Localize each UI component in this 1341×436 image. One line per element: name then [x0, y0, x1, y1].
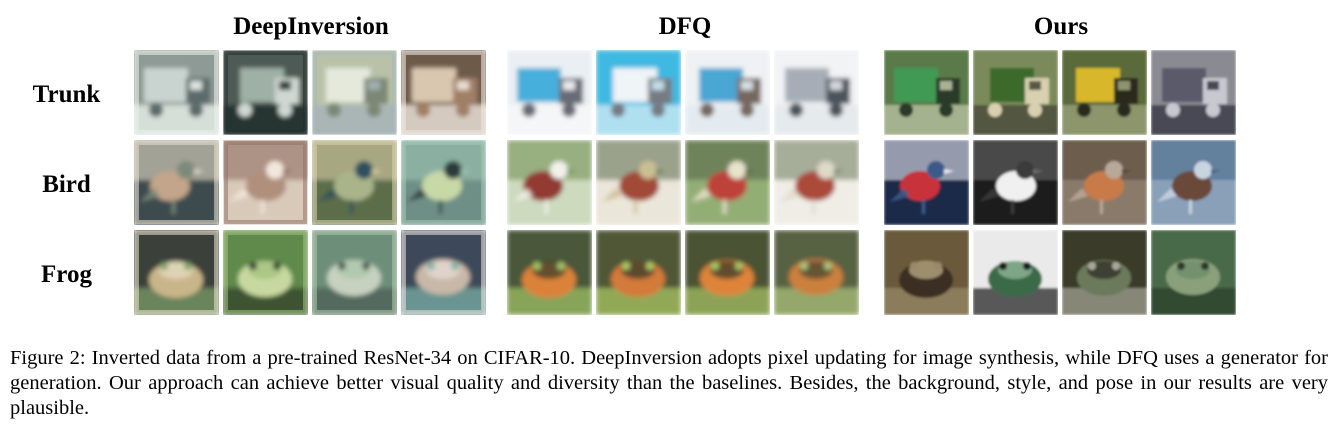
thumbnail-generator-bird-4 — [774, 140, 859, 225]
thumbnail-generator-truck-1 — [507, 50, 592, 135]
thumbnail-image-generator-truck-4 — [774, 50, 859, 135]
thumbnail-image-ours-bird-3 — [1062, 140, 1147, 225]
thumbnail-image-generator-frog-4 — [774, 230, 859, 315]
thumbnail-pixel-bird-1 — [134, 140, 219, 225]
thumbnail-image-generator-frog-3 — [685, 230, 770, 315]
thumbnail-generator-truck-3 — [685, 50, 770, 135]
thumbnail-image-pixel-truck-1 — [134, 50, 219, 135]
thumbnail-ours-truck-2 — [973, 50, 1058, 135]
group-title-ours: Ours — [1033, 13, 1089, 40]
thumbnail-image-generator-truck-2 — [596, 50, 681, 135]
thumbnail-pixel-truck-2 — [223, 50, 308, 135]
thumbnail-image-pixel-bird-1 — [134, 140, 219, 225]
thumbnail-pixel-frog-4 — [401, 230, 486, 315]
thumbnail-generator-bird-2 — [596, 140, 681, 225]
thumbnail-image-generator-bird-4 — [774, 140, 859, 225]
thumbnail-generator-bird-3 — [685, 140, 770, 225]
thumbnail-image-ours-truck-4 — [1151, 50, 1236, 135]
thumbnail-generator-truck-4 — [774, 50, 859, 135]
group-title-deepinversion: DeepInversion — [233, 13, 389, 40]
thumbnail-pixel-frog-3 — [312, 230, 397, 315]
thumbnail-ours-bird-1 — [884, 140, 969, 225]
thumbnail-generator-truck-2 — [596, 50, 681, 135]
thumbnail-image-ours-bird-4 — [1151, 140, 1236, 225]
thumbnail-image-pixel-truck-3 — [312, 50, 397, 135]
thumbnail-image-generator-frog-1 — [507, 230, 592, 315]
thumbnail-pixel-frog-1 — [134, 230, 219, 315]
thumbnail-image-generator-bird-1 — [507, 140, 592, 225]
thumbnail-image-generator-frog-2 — [596, 230, 681, 315]
thumbnail-image-pixel-truck-4 — [401, 50, 486, 135]
group-title-dfq: DFQ — [658, 13, 712, 40]
thumbnail-image-pixel-bird-4 — [401, 140, 486, 225]
thumbnail-image-ours-frog-3 — [1062, 230, 1147, 315]
thumbnail-ours-frog-2 — [973, 230, 1058, 315]
thumbnail-ours-bird-3 — [1062, 140, 1147, 225]
thumbnail-pixel-bird-3 — [312, 140, 397, 225]
thumbnail-image-pixel-bird-3 — [312, 140, 397, 225]
thumbnail-ours-truck-3 — [1062, 50, 1147, 135]
thumbnail-generator-frog-3 — [685, 230, 770, 315]
thumbnail-image-ours-truck-2 — [973, 50, 1058, 135]
row-label-bird: Bird — [42, 171, 91, 198]
thumbnail-ours-truck-1 — [884, 50, 969, 135]
thumbnail-ours-frog-1 — [884, 230, 969, 315]
thumbnail-image-pixel-frog-1 — [134, 230, 219, 315]
thumbnail-image-ours-bird-2 — [973, 140, 1058, 225]
thumbnail-image-pixel-truck-2 — [223, 50, 308, 135]
thumbnail-image-ours-truck-1 — [884, 50, 969, 135]
thumbnail-ours-frog-3 — [1062, 230, 1147, 315]
thumbnail-image-ours-frog-2 — [973, 230, 1058, 315]
row-label-frog: Frog — [41, 261, 92, 288]
thumbnail-generator-frog-2 — [596, 230, 681, 315]
thumbnail-pixel-frog-2 — [223, 230, 308, 315]
thumbnail-generator-frog-1 — [507, 230, 592, 315]
figure-caption: Figure 2: Inverted data from a pre-train… — [10, 347, 1328, 419]
thumbnail-ours-bird-2 — [973, 140, 1058, 225]
thumbnail-image-ours-truck-3 — [1062, 50, 1147, 135]
thumbnail-image-pixel-frog-3 — [312, 230, 397, 315]
thumbnail-generator-frog-4 — [774, 230, 859, 315]
thumbnail-image-generator-truck-3 — [685, 50, 770, 135]
thumbnail-image-generator-truck-1 — [507, 50, 592, 135]
thumbnail-image-pixel-frog-2 — [223, 230, 308, 315]
thumbnail-image-generator-bird-3 — [685, 140, 770, 225]
thumbnail-image-ours-bird-1 — [884, 140, 969, 225]
thumbnail-image-ours-frog-1 — [884, 230, 969, 315]
thumbnail-pixel-truck-1 — [134, 50, 219, 135]
thumbnail-pixel-bird-2 — [223, 140, 308, 225]
thumbnail-ours-truck-4 — [1151, 50, 1236, 135]
thumbnail-image-pixel-bird-2 — [223, 140, 308, 225]
thumbnail-pixel-truck-3 — [312, 50, 397, 135]
thumbnail-ours-frog-4 — [1151, 230, 1236, 315]
thumbnail-image-pixel-frog-4 — [401, 230, 486, 315]
thumbnail-generator-bird-1 — [507, 140, 592, 225]
thumbnail-image-generator-bird-2 — [596, 140, 681, 225]
thumbnail-pixel-bird-4 — [401, 140, 486, 225]
row-label-trunk: Trunk — [32, 81, 101, 108]
thumbnail-pixel-truck-4 — [401, 50, 486, 135]
thumbnail-ours-bird-4 — [1151, 140, 1236, 225]
thumbnail-image-ours-frog-4 — [1151, 230, 1236, 315]
